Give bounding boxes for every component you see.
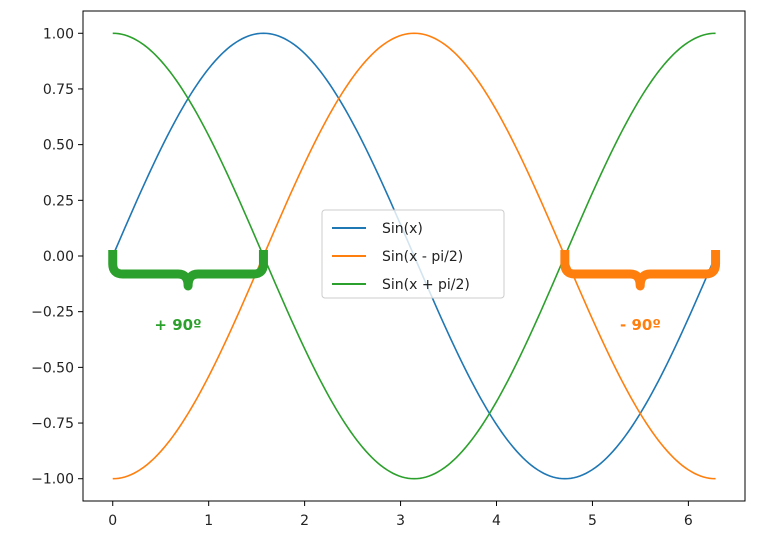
x-tick-label: 5	[588, 513, 597, 529]
annotation-label: - 90º	[620, 316, 661, 334]
y-tick-label: −1.00	[31, 472, 74, 488]
annotation-layer: + 90º - 90º	[108, 250, 721, 334]
x-tick-label: 3	[396, 513, 405, 529]
x-tick-label: 4	[492, 513, 501, 529]
series-line	[112, 32, 716, 480]
y-tick-label: 0.00	[43, 249, 74, 265]
legend-label: Sin(x + pi/2)	[382, 277, 470, 293]
x-tick-label: 2	[300, 513, 309, 529]
annotation-label: + 90º	[154, 316, 201, 334]
y-tick-label: 0.50	[43, 138, 74, 154]
legend-label: Sin(x)	[382, 221, 423, 237]
brace-annotation	[560, 250, 721, 291]
y-tick-label: 1.00	[43, 26, 74, 42]
legend: Sin(x) Sin(x - pi/2) Sin(x + pi/2)	[321, 209, 505, 299]
series-line	[112, 32, 716, 480]
y-tick-label: 0.75	[43, 82, 74, 98]
y-tick-label: −0.75	[31, 416, 74, 432]
y-axis: 1.00 0.75 0.50 0.25 0.00 −0.25 −0.50 −0.75 −1.00	[31, 26, 83, 488]
x-tick-label: 1	[204, 513, 213, 529]
brace-annotation	[108, 250, 268, 291]
legend-label: Sin(x - pi/2)	[382, 249, 463, 265]
y-tick-label: −0.50	[31, 360, 74, 376]
x-tick-label: 0	[108, 513, 117, 529]
legend-box	[321, 209, 505, 299]
y-tick-label: 0.25	[43, 193, 74, 209]
x-axis: 0 1 2 3 4 5 6	[108, 501, 693, 529]
y-tick-label: −0.25	[31, 305, 74, 321]
x-tick-label: 6	[684, 513, 693, 529]
